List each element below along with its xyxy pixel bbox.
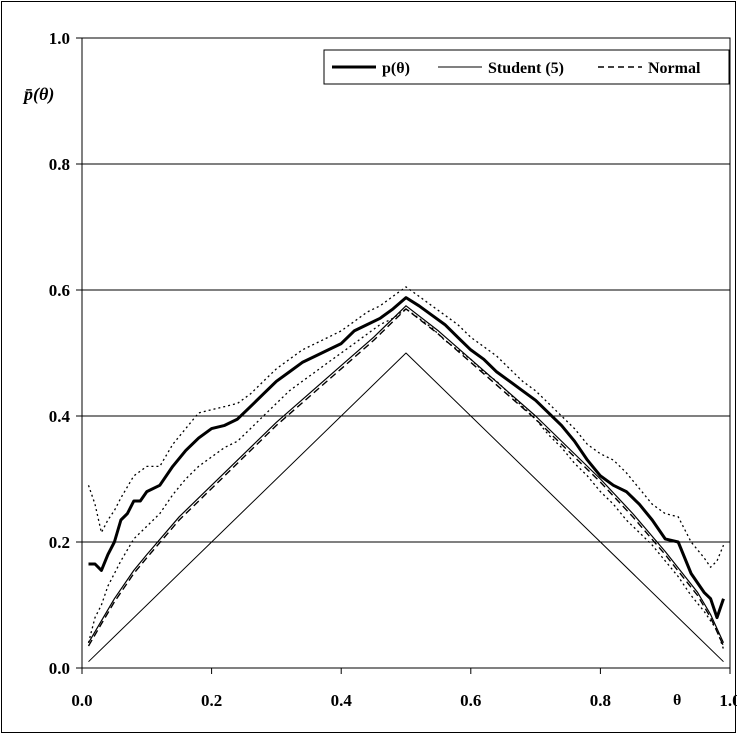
legend-box bbox=[323, 49, 730, 85]
x-axis-label: θ bbox=[673, 692, 681, 709]
y-tick-label-0.6: 0.6 bbox=[49, 281, 70, 300]
y-axis-label: p̄(θ) bbox=[22, 84, 54, 105]
legend: p(θ) Student (5) Normal bbox=[323, 49, 730, 85]
series-line-dotted-upper bbox=[87, 286, 725, 568]
plot-area bbox=[81, 37, 731, 669]
legend-label-p-theta: p(θ) bbox=[382, 60, 410, 77]
legend-label-normal: Normal bbox=[648, 60, 701, 77]
x-tick-label-0.4: 0.4 bbox=[331, 691, 353, 710]
x-axis-ticks: 0.0 0.2 0.4 0.6 0.8 1.0 bbox=[71, 668, 737, 710]
y-tick-label-0.2: 0.2 bbox=[49, 533, 70, 552]
y-axis-ticks: 0.0 0.2 0.4 0.6 0.8 1.0 bbox=[49, 29, 82, 678]
series-line-medium-solid bbox=[87, 305, 725, 644]
y-tick-label-1.0: 1.0 bbox=[49, 29, 70, 48]
series-line-thin-solid bbox=[88, 352, 724, 663]
y-tick-label-0.8: 0.8 bbox=[49, 155, 70, 174]
x-tick-label-0.6: 0.6 bbox=[460, 691, 481, 710]
y-tick-label-0.4: 0.4 bbox=[49, 407, 71, 426]
y-tick-label-0.0: 0.0 bbox=[49, 659, 70, 678]
x-tick-label-0.0: 0.0 bbox=[71, 691, 92, 710]
x-tick-label-0.8: 0.8 bbox=[590, 691, 611, 710]
series-group bbox=[87, 286, 725, 663]
x-tick-label-0.2: 0.2 bbox=[201, 691, 222, 710]
series-line-thick-solid bbox=[88, 296, 725, 620]
series-line-dashed bbox=[87, 308, 725, 647]
x-tick-label-1.0: 1.0 bbox=[719, 691, 737, 710]
series-line-dotted-lower bbox=[87, 308, 725, 650]
legend-label-student: Student (5) bbox=[488, 60, 564, 77]
